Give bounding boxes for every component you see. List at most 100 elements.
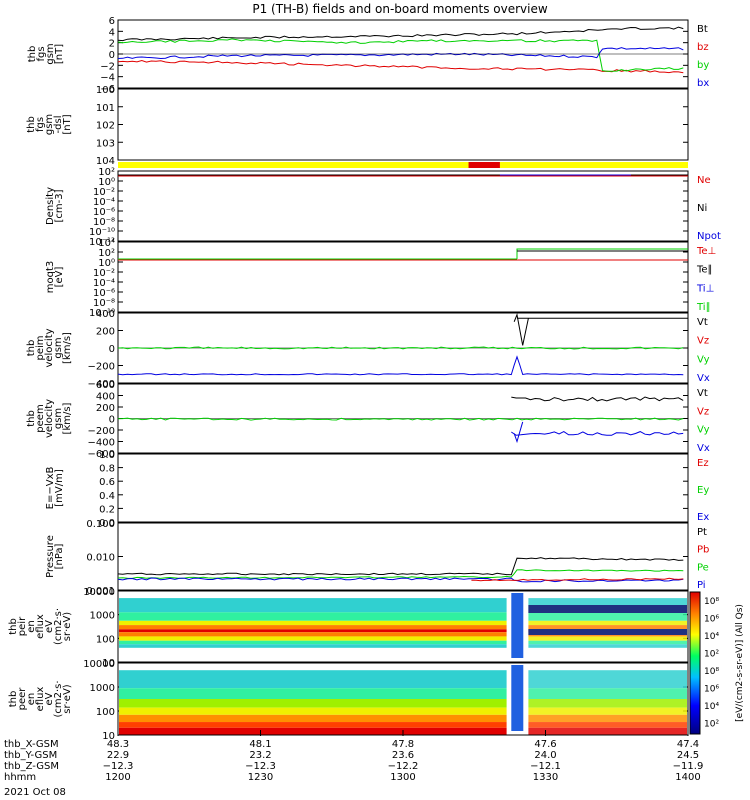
y-tick-label: 104 — [96, 156, 115, 167]
spectrogram-band — [528, 636, 687, 641]
y-axis-label: Pressure — [45, 535, 56, 578]
spectrogram-band — [119, 640, 507, 645]
legend-entry: Vt — [697, 388, 708, 399]
y-tick-label: 100 — [96, 85, 115, 96]
y-tick-label: 10² — [98, 167, 115, 178]
y-tick-label: 400 — [96, 392, 115, 403]
series-line — [117, 569, 684, 579]
series-line — [117, 59, 684, 74]
colorbar-tick-label: 10⁶ — [704, 685, 719, 695]
colorbar-tick-label: 10⁸ — [704, 667, 719, 677]
colorbar-tick-label: 10⁶ — [704, 615, 719, 625]
legend-entry: Te∥ — [696, 265, 713, 276]
axis-row-value: 48.1 — [249, 739, 271, 750]
panel-peem: thbpeemvelocitygsm[km/s]6004002000−200−4… — [26, 380, 710, 460]
y-tick-label: 4 — [109, 27, 115, 38]
y-tick-label: 0.0 — [99, 518, 115, 529]
axis-row-value: 1400 — [675, 772, 700, 783]
y-axis-label: fgs — [35, 117, 46, 132]
colorbar-tick-label: 10² — [704, 650, 719, 660]
axis-row-value: −12.1 — [530, 761, 561, 772]
colorbar-tick-label: 10⁴ — [704, 632, 719, 642]
y-tick-label: 10⁻¹⁰ — [89, 308, 115, 319]
y-tick-label: −400 — [88, 438, 115, 449]
legend-entry: Ni — [697, 203, 707, 214]
panel-pressure: Pressure[nPa] 0.100 0.010 0.001 Pt Pb Pe Pi — [45, 519, 709, 597]
y-tick-label: 103 — [96, 138, 115, 149]
y-tick-label: 0.100 — [86, 519, 115, 530]
axis-row-value: −11.9 — [673, 761, 704, 772]
y-tick-label: 1000 — [90, 611, 115, 622]
axis-row-value: 47.6 — [534, 739, 556, 750]
colorbar-tick-label: 10² — [704, 720, 719, 730]
y-tick-label: 10⁻¹⁰ — [89, 227, 115, 238]
series-line — [117, 577, 684, 583]
y-axis-label: en — [26, 620, 37, 633]
axis-row-value: 23.6 — [392, 750, 414, 761]
axis-row-value: 24.5 — [677, 750, 699, 761]
colorbar-tick-label: 10⁴ — [704, 702, 719, 712]
axis-row-value: −12.2 — [388, 761, 419, 772]
y-axis-label: eflux — [35, 614, 46, 639]
legend-entry: Ne — [697, 175, 711, 186]
y-tick-label: 0 — [109, 344, 115, 355]
y-tick-label: −2 — [100, 61, 115, 72]
y-tick-label: 0.8 — [99, 464, 115, 475]
y-tick-label: 10000 — [83, 587, 115, 598]
y-axis-label: [cm-3] — [54, 189, 65, 222]
spectrogram-band — [119, 612, 507, 621]
mode-bar — [118, 162, 688, 168]
y-tick-label: 200 — [96, 327, 115, 338]
y-tick-label: −6 — [100, 84, 115, 95]
y-axis-label: peem — [35, 404, 46, 432]
spectrogram-band — [119, 625, 507, 630]
spectrogram-band — [528, 625, 687, 630]
y-axis-label: [nPa] — [54, 543, 65, 569]
spectrogram-band — [119, 727, 507, 735]
vt-spike — [513, 312, 529, 346]
y-axis-label: gsm — [44, 114, 55, 135]
y-axis-label: velocity — [44, 328, 55, 367]
legend-entry: Bt — [697, 24, 708, 35]
y-axis-label: [nT] — [54, 44, 65, 64]
spectrogram-band — [528, 620, 687, 626]
axis-row-name: thb_Z-GSM — [4, 761, 59, 772]
y-tick-label: 10000 — [83, 659, 115, 670]
panel-density: Density[cm-3] 10²10⁰10⁻²10⁻⁴10⁻⁶10⁻⁸10⁻¹⁰… — [45, 167, 721, 248]
y-axis-label: gsm — [53, 337, 64, 358]
spectrogram-band — [119, 598, 507, 613]
y-axis-label: [nT] — [62, 114, 73, 134]
y-tick-label: 200 — [96, 403, 115, 414]
legend-entry: Vz — [697, 336, 709, 347]
y-axis-label: gsm — [45, 43, 56, 64]
spectrogram-gap — [511, 593, 524, 658]
y-axis-label: gsm — [53, 408, 64, 429]
y-tick-label: 10⁻⁴ — [93, 278, 115, 289]
legend-entry: Pe — [697, 562, 709, 573]
y-axis-label: E=−VxB — [45, 467, 56, 510]
y-axis-label: thb — [8, 618, 19, 635]
y-tick-label: 0.010 — [86, 553, 115, 564]
axis-row-value: 47.8 — [392, 739, 414, 750]
y-tick-label: 10⁻⁴ — [93, 197, 115, 208]
y-axis-label: eV — [44, 620, 55, 633]
colorbar-tick-label: 10⁸ — [704, 597, 719, 607]
y-tick-label: 101 — [96, 103, 115, 114]
spectrogram-band — [119, 636, 507, 641]
y-tick-label: 100 — [96, 707, 115, 718]
y-tick-label: 100 — [96, 634, 115, 645]
y-tick-label: 10⁰ — [98, 258, 115, 269]
panel-frame — [117, 241, 689, 313]
spectrogram-band — [528, 644, 687, 648]
y-tick-label: 2 — [109, 39, 115, 50]
spectrogram-band — [528, 714, 687, 723]
y-tick-label: 1.0 — [99, 450, 115, 461]
y-axis-label: thb — [26, 340, 37, 357]
legend-entry: by — [697, 60, 709, 71]
y-axis-label: (cm2·s· — [53, 680, 64, 717]
axis-row-value: −12.3 — [103, 761, 134, 772]
